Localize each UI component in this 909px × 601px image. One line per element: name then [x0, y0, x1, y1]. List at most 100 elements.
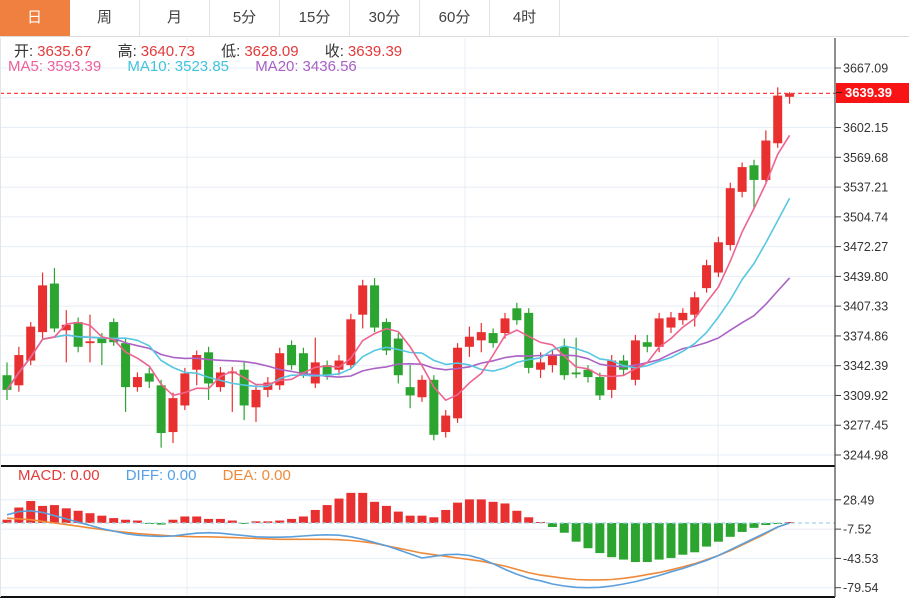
- candle-body: [85, 341, 95, 344]
- candle-body: [773, 95, 783, 144]
- candle-body: [761, 140, 771, 180]
- macd-bar: [132, 520, 142, 523]
- macd-bar: [488, 501, 498, 523]
- candle-body: [156, 385, 166, 433]
- candle-body: [678, 312, 688, 321]
- candle-body: [370, 285, 380, 328]
- candle-body: [630, 340, 640, 380]
- macd-bar: [476, 499, 486, 523]
- macd-bar: [251, 521, 261, 523]
- tab-5min[interactable]: 5分: [210, 0, 280, 36]
- candle-body: [298, 353, 308, 374]
- candle-body: [429, 379, 439, 435]
- candle-body: [441, 415, 451, 433]
- candle-body: [287, 344, 297, 366]
- candle-body: [38, 285, 48, 333]
- price-tick-label: 3244.98: [843, 449, 888, 463]
- macd-bar: [785, 521, 795, 523]
- macd-bar: [2, 519, 12, 523]
- macd-tick-label: -43.53: [843, 552, 878, 566]
- candle-body: [393, 338, 403, 376]
- chart-canvas[interactable]: 3667.09 3602.15 3569.68 3537.21 3504.74 3472.…: [0, 37, 909, 601]
- candle-body: [547, 355, 557, 366]
- candle-body: [571, 372, 581, 375]
- macd-bar: [61, 508, 71, 523]
- price-tick-label: 3472.27: [843, 240, 888, 254]
- candle-body: [251, 389, 261, 408]
- macd-bar: [441, 509, 451, 523]
- macd-bar: [192, 516, 202, 523]
- macd-bar: [642, 522, 652, 563]
- tab-15min[interactable]: 15分: [280, 0, 350, 36]
- macd-tick-label: 28.49: [843, 493, 874, 507]
- macd-bar: [334, 498, 344, 523]
- macd-bar: [49, 505, 59, 523]
- candle-body: [737, 167, 747, 192]
- candle-body: [666, 317, 676, 328]
- macd-bar: [298, 516, 308, 523]
- candle-body: [180, 373, 190, 406]
- macd-bar: [156, 522, 166, 525]
- tab-4hour[interactable]: 4时: [490, 0, 560, 36]
- macd-bar: [85, 513, 95, 523]
- candle-body: [405, 387, 415, 396]
- macd-bar: [405, 515, 415, 523]
- macd-bar: [678, 522, 688, 555]
- dea-line: [6, 517, 790, 581]
- candle-body: [417, 379, 427, 398]
- candle-body: [239, 369, 249, 406]
- candle-body: [583, 369, 593, 378]
- candle-body: [192, 355, 202, 370]
- macd-bar: [702, 522, 712, 547]
- last-price-tag: 3639.39: [836, 83, 909, 104]
- macd-bar: [204, 518, 214, 523]
- candle-body: [607, 360, 617, 390]
- macd-bar: [524, 517, 534, 523]
- candle-body: [536, 362, 546, 370]
- price-tick-label: 3439.80: [843, 270, 888, 284]
- tab-60min[interactable]: 60分: [420, 0, 490, 36]
- macd-bar: [749, 522, 759, 528]
- candle-body: [61, 324, 71, 331]
- tab-week[interactable]: 周: [70, 0, 140, 36]
- ma10-line: [6, 197, 791, 391]
- candle-body: [121, 343, 131, 388]
- candle-body: [453, 347, 463, 419]
- candle-body: [464, 336, 474, 347]
- macd-bar: [571, 522, 581, 542]
- candle-body: [488, 333, 498, 344]
- price-tick-label: 3602.15: [843, 121, 888, 135]
- candle-body: [73, 322, 83, 347]
- macd-bar: [512, 510, 522, 523]
- macd-bar: [417, 515, 427, 523]
- candle-body: [512, 308, 522, 321]
- ma20-line: [6, 277, 791, 391]
- candle-body: [144, 373, 154, 382]
- tab-30min[interactable]: 30分: [350, 0, 420, 36]
- macd-bar: [464, 499, 474, 523]
- candle-body: [690, 297, 700, 315]
- candle-body: [595, 377, 605, 396]
- macd-bar: [583, 522, 593, 549]
- period-toolbar: 日 周 月 5分 15分 30分 60分 4时: [0, 0, 909, 37]
- candle-body: [500, 318, 510, 334]
- tab-day[interactable]: 日: [0, 0, 70, 36]
- candle-body: [702, 265, 712, 289]
- candle-body: [785, 93, 795, 97]
- macd-bar: [393, 511, 403, 523]
- candle-body: [97, 337, 107, 344]
- macd-bar: [595, 522, 605, 554]
- candle-body: [749, 165, 759, 180]
- macd-bar: [322, 505, 332, 523]
- macd-bar: [381, 505, 391, 523]
- price-tick-label: 3374.86: [843, 329, 888, 343]
- candle-body: [14, 355, 24, 386]
- macd-bar: [121, 519, 131, 523]
- macd-bar: [227, 520, 237, 523]
- tab-month[interactable]: 月: [140, 0, 210, 36]
- candle-body: [49, 283, 59, 329]
- candle-body: [310, 362, 320, 384]
- price-tick-label: 3537.21: [843, 181, 888, 195]
- candle-body: [713, 242, 723, 273]
- macd-bar: [453, 502, 463, 523]
